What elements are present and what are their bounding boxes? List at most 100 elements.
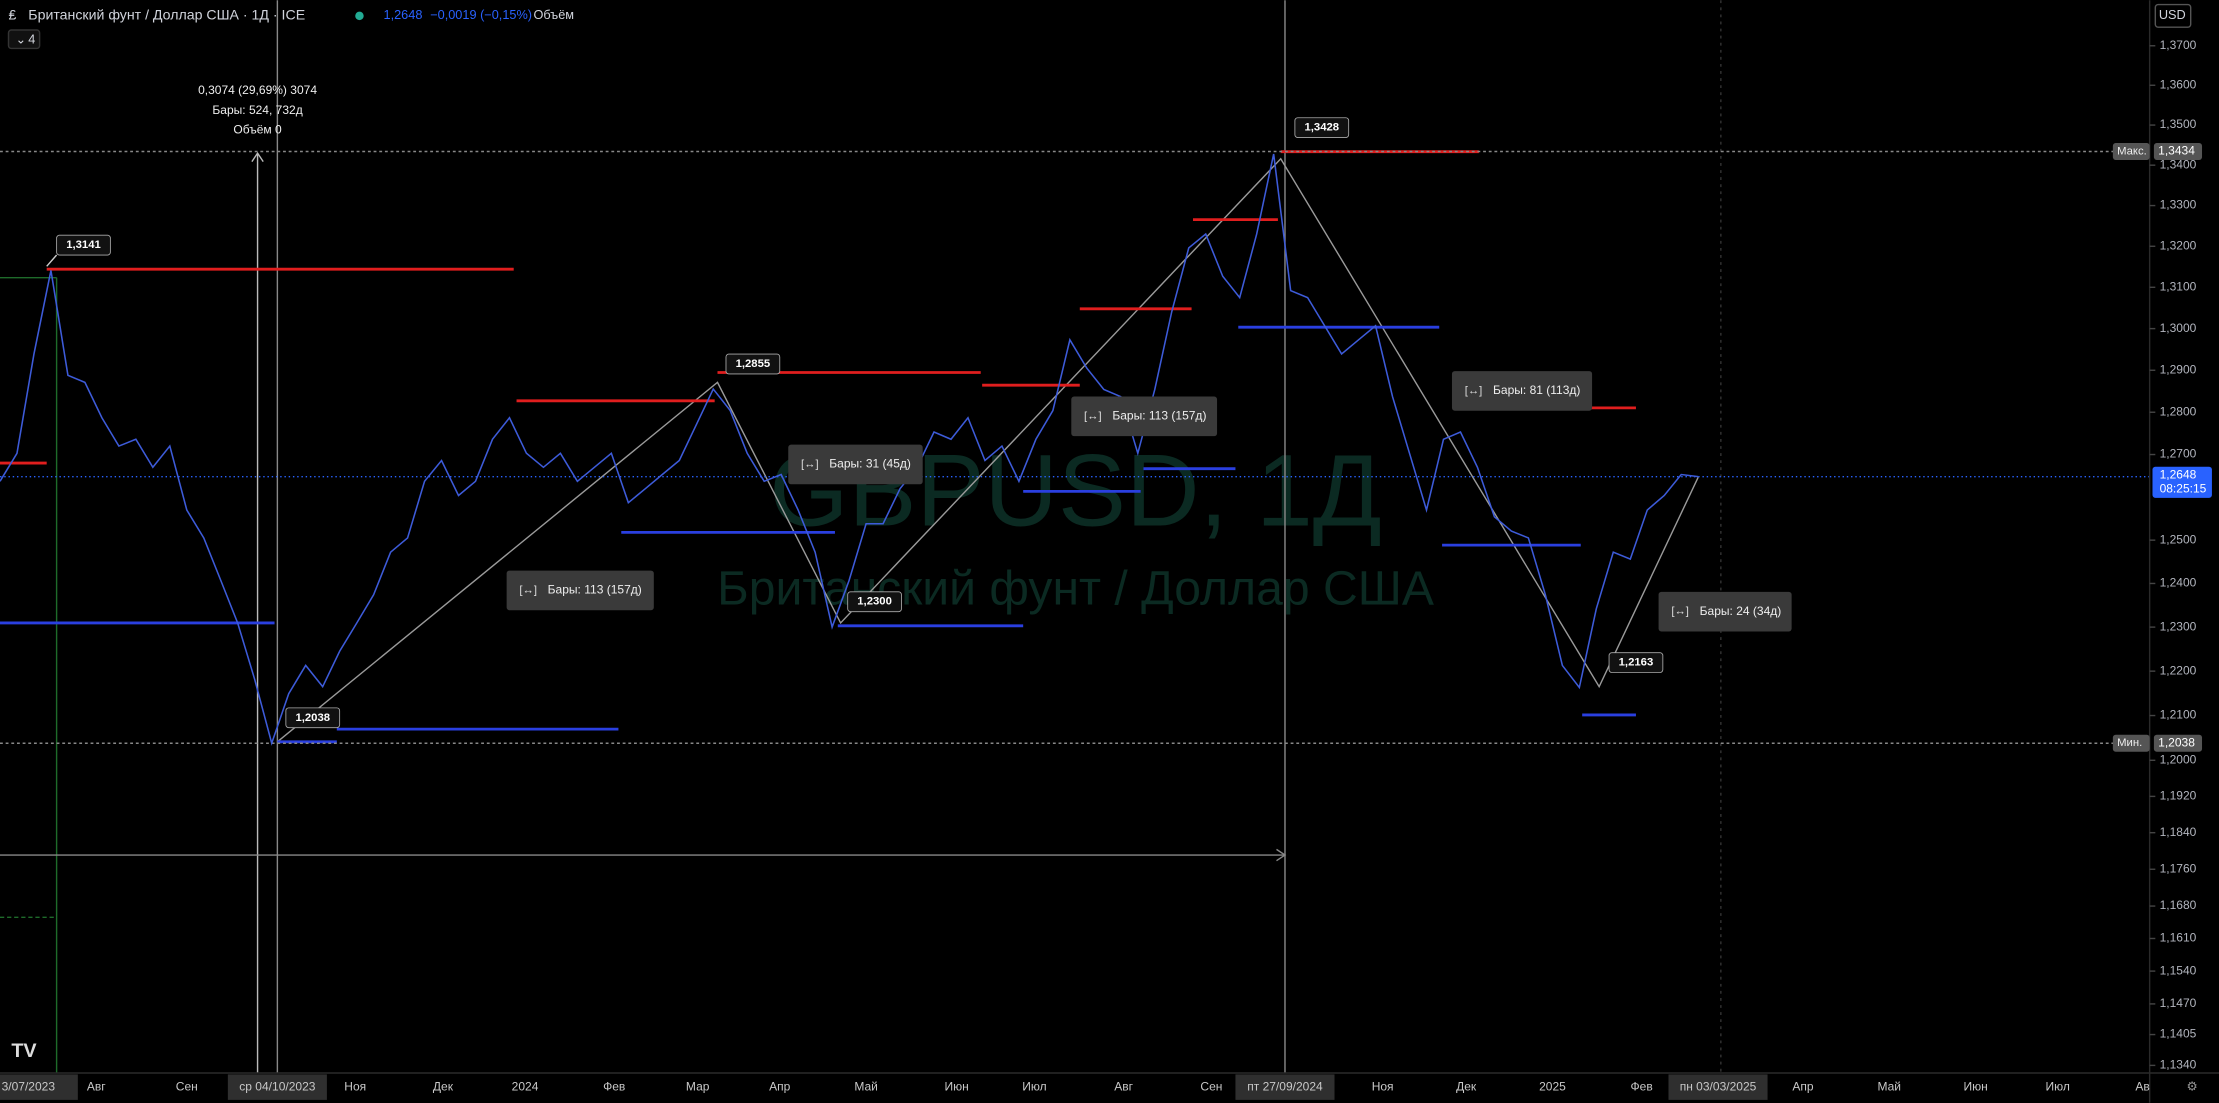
x-tick-label: пт 27/09/2024 <box>1247 1079 1323 1093</box>
y-tick-label: 1,1610 <box>2160 931 2197 945</box>
extreme-price-box <box>2153 734 2203 752</box>
bar-range-label: Бары: 113 (157д) <box>1112 409 1206 423</box>
bar-range-box <box>506 570 654 611</box>
measure-label: Объём 0 <box>233 123 282 137</box>
x-tick-label: ср 04/10/2023 <box>239 1079 315 1093</box>
x-tick-label: Июн <box>945 1079 969 1093</box>
y-tick-label: 1,3400 <box>2160 157 2197 171</box>
indicators-chevron: ⌄ <box>16 31 27 46</box>
settings-icon[interactable]: ⚙ <box>2186 1079 2197 1094</box>
time-axis: TV ⚙ 3/07/2023 Авг Сен ср 04/10/2023 Ноя Дек 2… <box>0 1040 2219 1100</box>
extreme-label: Мин. <box>2117 737 2142 749</box>
bar-range-icon: [↔] <box>1084 410 1102 422</box>
bar-range-icon: [↔] <box>1671 606 1689 618</box>
header: ₤ Британский фунт / Доллар США · 1Д · IC… <box>7 7 575 50</box>
price-callout-box <box>847 591 902 613</box>
annotations: 1,3141 1,2855 1,2300 1,2038 1,3428 1,2163 [↔] Б… <box>56 83 1792 729</box>
y-tick-label: 1,1405 <box>2160 1027 2197 1041</box>
price-callout-box <box>56 234 111 256</box>
x-tick-label: Фев <box>603 1079 625 1093</box>
y-tick-label: 1,2200 <box>2160 663 2197 677</box>
x-tick-label: Май <box>1877 1079 1901 1093</box>
extreme-label-box <box>2112 734 2150 752</box>
indicators-count: 4 <box>28 31 35 46</box>
bar-range-label: Бары: 81 (113д) <box>1493 383 1580 397</box>
price-callout-box <box>725 353 781 375</box>
price-callout-box <box>1294 117 1350 138</box>
price-callout-box <box>1608 652 1664 673</box>
time-highlight <box>1668 1074 1768 1100</box>
y-tick-label: 1,3600 <box>2160 77 2197 91</box>
y-tick-label: 1,2300 <box>2160 619 2197 633</box>
x-tick-label: Апр <box>769 1079 791 1093</box>
arrow-head <box>1276 848 1287 862</box>
extreme-price: 1,3434 <box>2158 144 2195 158</box>
extreme-price-box <box>2153 143 2203 160</box>
x-tick-label: Мар <box>686 1079 710 1093</box>
current-price: 1,2648 <box>2160 467 2197 481</box>
y-tick-label: 1,3500 <box>2160 117 2197 131</box>
price-callout: 1,2163 <box>1619 657 1654 669</box>
price-change: −0,0019 (−0,15%) <box>430 7 532 22</box>
bar-range-icon: [↔] <box>1465 385 1483 397</box>
price-callout: 1,3428 <box>1304 122 1339 134</box>
current-price-box <box>2152 466 2212 498</box>
y-tick-label: 1,2500 <box>2160 532 2197 546</box>
x-tick-label: Дек <box>1456 1079 1477 1093</box>
price-callout: 1,2038 <box>295 712 330 724</box>
x-tick-label: Ноя <box>344 1079 366 1093</box>
symbol-icon: ₤ <box>8 7 16 23</box>
x-tick-label: пн 03/03/2025 <box>1680 1079 1757 1093</box>
x-tick-label: Июн <box>1963 1079 1987 1093</box>
indicators-toggle[interactable] <box>7 29 41 50</box>
price-callout: 1,2855 <box>736 358 771 370</box>
bar-range-icon: [↔] <box>801 458 819 470</box>
bar-range-box <box>1451 371 1593 411</box>
y-tick-label: 1,1920 <box>2160 789 2197 803</box>
bar-range-label: Бары: 24 (34д) <box>1700 604 1782 618</box>
currency-button[interactable] <box>2154 3 2192 28</box>
volume-label: Объём <box>534 7 575 22</box>
symbol-title: Британский фунт / Доллар США · 1Д · ICE <box>28 7 305 23</box>
x-tick-label: Ноя <box>1372 1079 1394 1093</box>
x-tick-label: Авг <box>87 1079 106 1093</box>
watermark-description: Британский фунт / Доллар США <box>717 562 1434 616</box>
bar-range-box <box>788 444 923 485</box>
x-tick-label: Фев <box>1631 1079 1653 1093</box>
zigzag-drawing <box>276 157 1699 743</box>
x-tick-label: Апр <box>1792 1079 1814 1093</box>
bar-range-box <box>1658 591 1792 632</box>
y-tick-label: 1,1470 <box>2160 996 2197 1010</box>
extreme-label: Макс. <box>2117 145 2147 157</box>
time-highlight <box>227 1074 327 1100</box>
price-line <box>0 153 1699 746</box>
price-callout-box <box>285 707 341 729</box>
plot <box>0 150 2150 746</box>
y-tick-label: 1,3700 <box>2160 38 2197 52</box>
measure-label: 0,3074 (29,69%) 3074 <box>198 83 317 97</box>
bar-range-icon: [↔] <box>519 584 537 596</box>
countdown: 08:25:15 <box>2160 482 2207 496</box>
x-tick-label: 2024 <box>512 1079 539 1093</box>
y-tick-label: 1,3200 <box>2160 238 2197 252</box>
logo[interactable]: TV <box>11 1040 37 1062</box>
bar-range-label: Бары: 113 (157д) <box>548 583 642 597</box>
price-callout: 1,3141 <box>66 239 101 251</box>
y-tick-label: 1,1340 <box>2160 1058 2197 1072</box>
time-highlight <box>0 1074 78 1100</box>
x-tick-label: Дек <box>433 1079 454 1093</box>
x-tick-label: Сен <box>1200 1079 1222 1093</box>
market-status[interactable] <box>355 11 364 21</box>
x-tick-label: Май <box>854 1079 878 1093</box>
x-tick-label: Ав <box>2135 1079 2149 1093</box>
y-tick-label: 1,1760 <box>2160 861 2197 875</box>
y-tick-label: 1,3300 <box>2160 198 2197 212</box>
measure-label: Бары: 524, 732д <box>212 103 302 117</box>
y-tick-label: 1,1840 <box>2160 825 2197 839</box>
y-tick-label: 1,3000 <box>2160 321 2197 335</box>
y-tick-label: 1,1540 <box>2160 963 2197 977</box>
last-price: 1,2648 <box>384 7 423 22</box>
